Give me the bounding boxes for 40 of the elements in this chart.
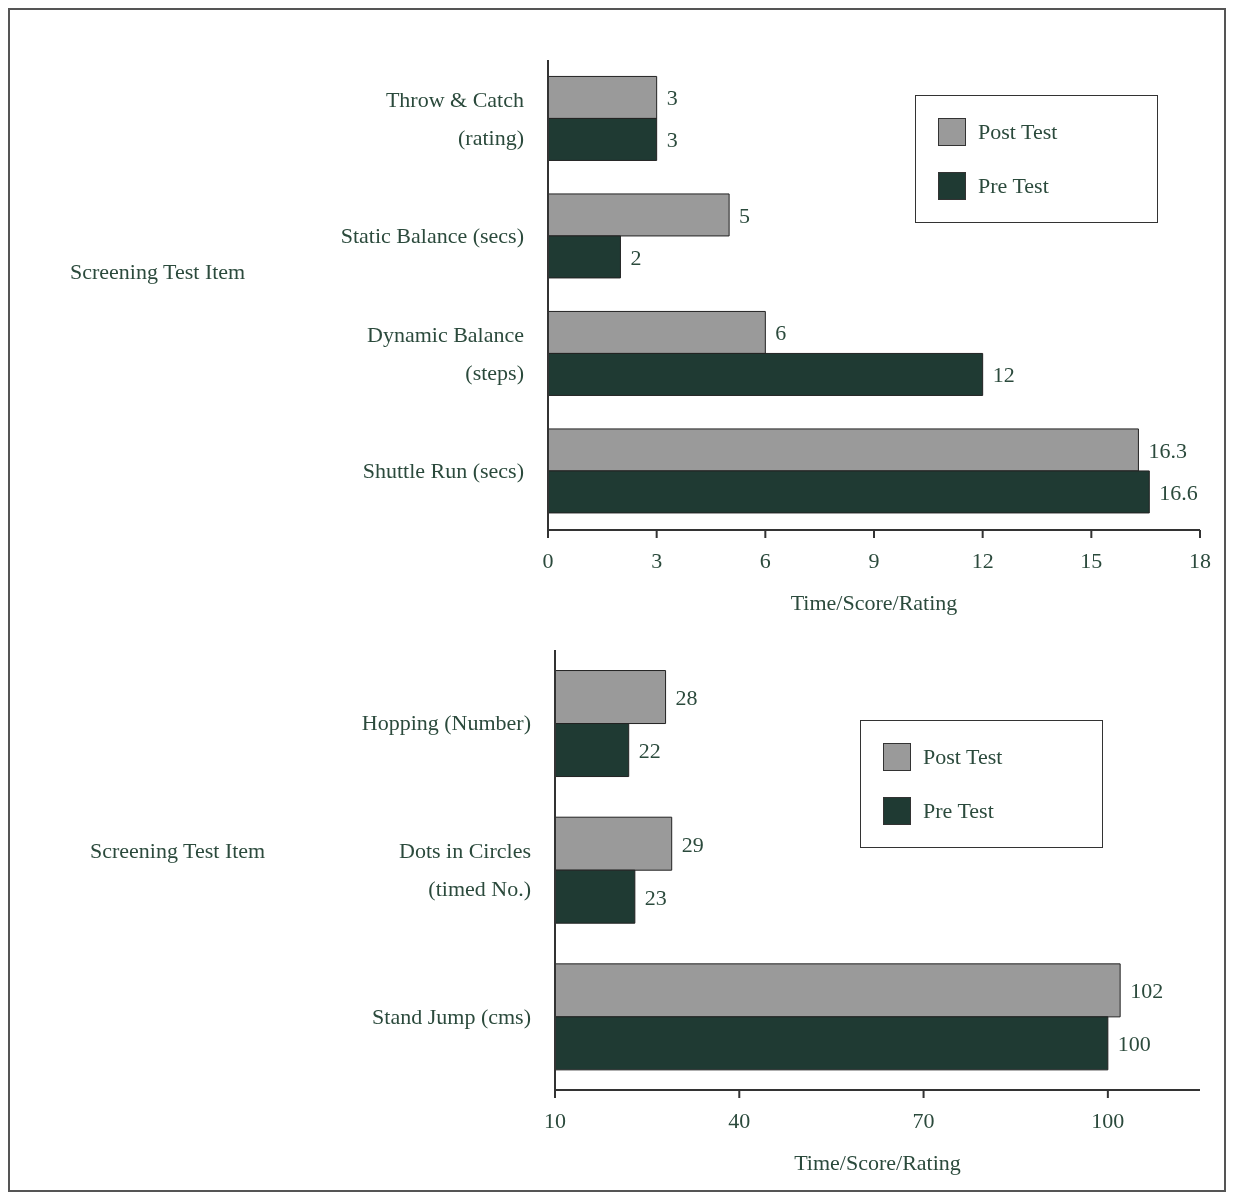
x-tick-label: 6 <box>759 547 771 573</box>
y-axis-title: Screening Test Item <box>70 258 246 285</box>
legend-label: Post Test <box>977 118 1058 146</box>
y-tick-label: Shuttle Run (secs) <box>362 458 524 484</box>
data-label: 3 <box>666 85 678 111</box>
data-label: 2 <box>630 244 642 270</box>
x-tick-label: 100 <box>1091 1107 1125 1133</box>
x-tick-label: 40 <box>728 1107 751 1133</box>
data-label: 28 <box>675 684 698 710</box>
y-axis-title: Screening Test Item <box>90 838 266 864</box>
y-tick-label: Stand Jump (cms) <box>372 1003 531 1029</box>
x-tick-label: 15 <box>1080 547 1103 573</box>
x-tick-label: 12 <box>971 547 994 573</box>
x-tick-label: 0 <box>542 547 554 573</box>
legend-label: Post Test <box>922 743 1003 771</box>
y-tick-label: Dots in Circles (timed No.) <box>399 838 531 901</box>
data-label: 6 <box>775 320 787 346</box>
x-tick-label: 18 <box>1189 547 1211 573</box>
data-label: 102 <box>1130 978 1164 1004</box>
data-label: 3 <box>666 127 678 153</box>
data-label: 100 <box>1117 1031 1151 1057</box>
y-tick-label: Hopping (Number) <box>361 710 531 736</box>
data-label: 12 <box>992 362 1015 388</box>
legend-label: Pre Test <box>922 797 995 825</box>
y-tick-label: Throw & Catch (rating) <box>385 86 524 150</box>
x-tick-label: 10 <box>544 1107 566 1133</box>
data-label: 29 <box>681 831 704 857</box>
x-tick-label: 3 <box>651 547 663 573</box>
x-axis-title: Time/Score/Rating <box>789 590 959 616</box>
x-axis-title: Time/Score/Rating <box>793 1150 962 1176</box>
x-tick-label: 70 <box>912 1107 935 1133</box>
data-label: 23 <box>644 884 667 910</box>
x-tick-label: 9 <box>868 547 880 573</box>
data-label: 5 <box>739 202 751 228</box>
y-tick-label: Static Balance (secs) <box>340 223 524 249</box>
legend-label: Pre Test <box>977 172 1050 200</box>
data-label: 16.6 <box>1159 479 1198 505</box>
data-label: 22 <box>638 737 661 763</box>
y-tick-label: Dynamic Balance (steps) <box>367 321 524 385</box>
data-label: 16.3 <box>1148 437 1187 463</box>
